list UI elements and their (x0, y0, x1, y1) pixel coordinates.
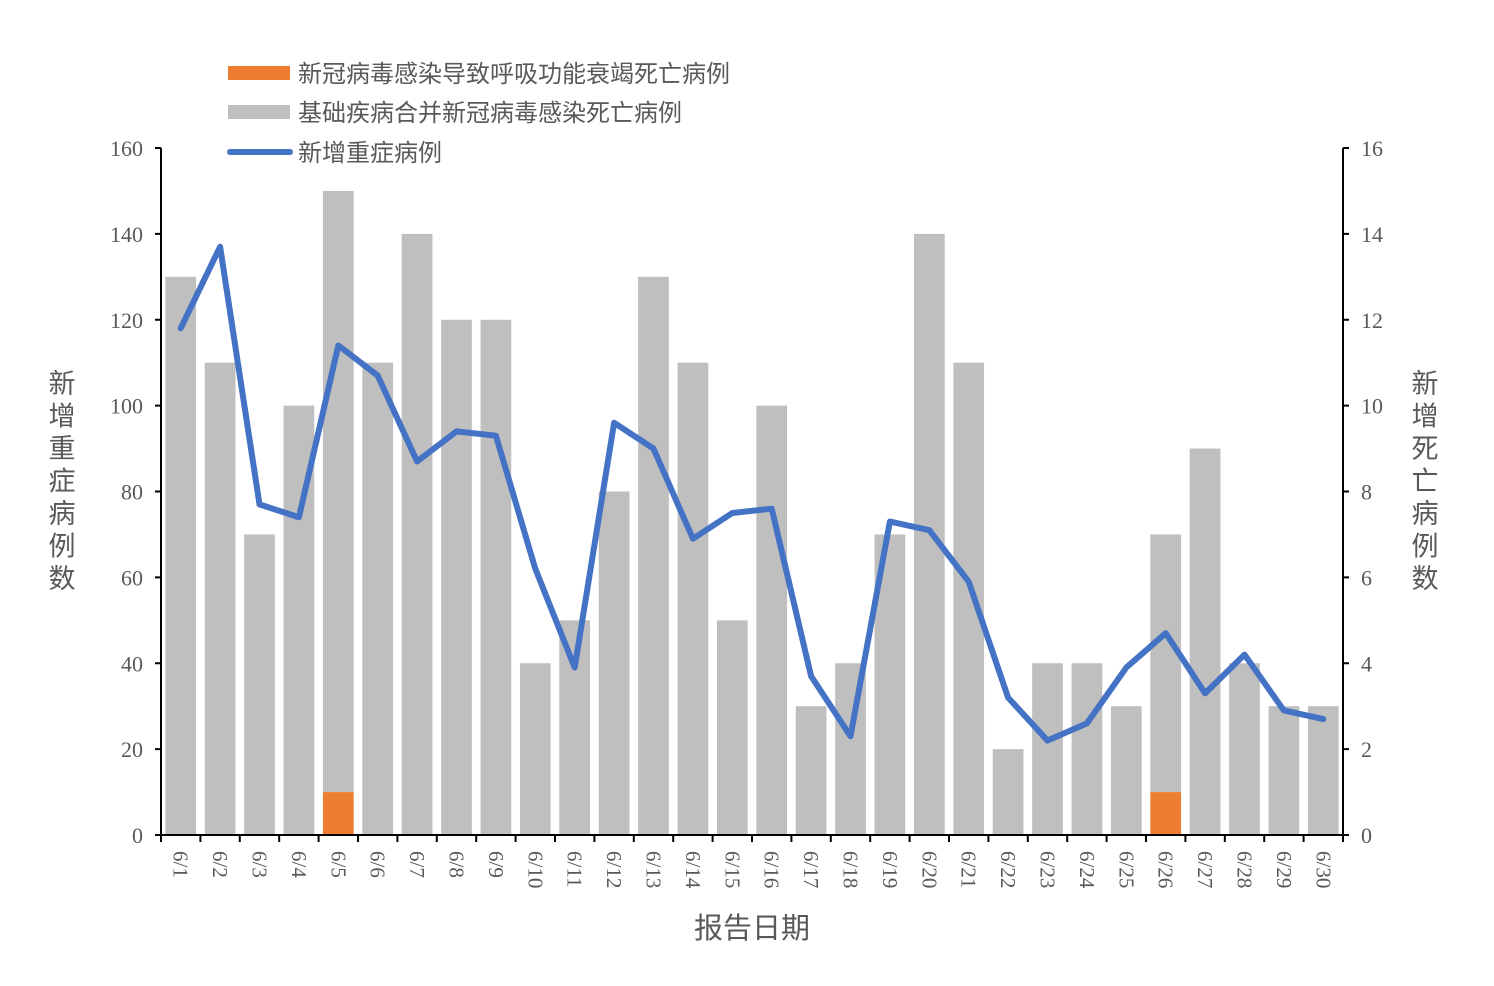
bar (480, 319, 512, 835)
bar (322, 792, 354, 835)
bar (1307, 706, 1339, 835)
y-tick-label: 60 (121, 565, 143, 590)
legend-label: 新冠病毒感染导致呼吸功能衰竭死亡病例 (298, 60, 730, 88)
x-tick-label: 6/19 (878, 851, 902, 888)
x-tick-label: 6/12 (602, 851, 626, 888)
y2-tick-label: 8 (1361, 480, 1372, 505)
x-tick-label: 6/9 (484, 851, 508, 878)
bar (1150, 792, 1182, 835)
x-tick-label: 6/6 (366, 851, 390, 878)
bar (716, 620, 748, 835)
legend-swatch-bar (228, 105, 290, 119)
severe-cases-line (177, 243, 1327, 744)
x-tick-label: 6/30 (1311, 851, 1335, 888)
x-tick-label: 6/26 (1154, 851, 1178, 888)
x-tick-label: 6/10 (523, 851, 547, 888)
x-tick-label: 6/8 (445, 851, 469, 878)
bar (401, 233, 433, 835)
bar (756, 405, 788, 835)
y-tick-label: 140 (110, 222, 143, 247)
x-tick-label: 6/24 (1075, 851, 1099, 889)
bar (362, 362, 394, 835)
x-tick-label: 6/14 (681, 851, 705, 889)
legend-swatch-bar (228, 66, 290, 80)
x-tick-label: 6/27 (1193, 851, 1217, 888)
bar (638, 276, 669, 835)
bar (244, 534, 275, 835)
bar (992, 749, 1024, 835)
y-tick-label: 100 (110, 394, 143, 419)
y2-tick-label: 14 (1361, 222, 1383, 247)
x-tick-label: 6/4 (287, 851, 311, 878)
y-tick-label: 80 (121, 480, 143, 505)
x-tick-label: 6/20 (917, 851, 941, 888)
bar (1032, 663, 1063, 835)
x-tick-label: 6/1 (169, 851, 193, 878)
y2-tick-label: 2 (1361, 737, 1372, 762)
x-tick-label: 6/5 (326, 851, 350, 878)
x-axis-label: 报告日期 (694, 911, 810, 945)
x-tick-label: 6/3 (248, 851, 272, 878)
legend-label: 新增重症病例 (298, 139, 442, 167)
axes-layer: 0 20 40 60 80 100 120 140 160 0 2 4 6 8 10 12 14 16 6/1 6/2… (110, 136, 1383, 889)
bar (322, 190, 354, 793)
y2-tick-label: 4 (1361, 651, 1372, 676)
y2-tick-label: 16 (1361, 136, 1383, 161)
bar (165, 276, 197, 835)
y-tick-label: 0 (132, 823, 143, 848)
y-tick-label: 20 (121, 737, 143, 762)
legend-label: 基础疾病合并新冠病毒感染死亡病例 (298, 99, 682, 127)
x-tick-label: 6/17 (799, 851, 823, 888)
y-axis-label: 新增重症病例数 (49, 369, 76, 595)
bar (795, 706, 827, 835)
y2-tick-label: 12 (1361, 308, 1383, 333)
y2-tick-label: 10 (1361, 394, 1383, 419)
bar (1229, 663, 1260, 835)
bar (1268, 706, 1300, 835)
x-tick-label: 6/2 (208, 851, 232, 878)
x-tick-label: 6/18 (839, 851, 863, 888)
x-tick-label: 6/21 (957, 851, 981, 888)
bar (1071, 663, 1103, 835)
x-tick-label: 6/15 (720, 851, 744, 888)
x-tick-label: 6/28 (1233, 851, 1257, 888)
y-tick-label: 40 (121, 651, 143, 676)
x-tick-label: 6/22 (996, 851, 1020, 888)
y2-tick-label: 6 (1361, 565, 1372, 590)
bar (598, 491, 630, 835)
bar (677, 362, 709, 835)
bar (1110, 706, 1142, 835)
y2-axis-label: 新增死亡病例数 (1412, 369, 1439, 595)
x-tick-label: 6/7 (405, 851, 429, 878)
x-tick-label: 6/29 (1272, 851, 1296, 888)
y-tick-label: 160 (110, 136, 143, 161)
x-tick-label: 6/25 (1114, 851, 1138, 888)
bar (204, 362, 236, 835)
line-layer (177, 243, 1327, 744)
x-tick-label: 6/13 (642, 851, 666, 888)
bar (1189, 448, 1221, 835)
bar (441, 319, 472, 835)
x-tick-label: 6/11 (563, 851, 587, 888)
y2-tick-label: 0 (1361, 823, 1372, 848)
x-tick-label: 6/16 (760, 851, 784, 888)
bar (519, 663, 551, 835)
bar (1150, 534, 1182, 793)
y-tick-label: 120 (110, 308, 143, 333)
bar (953, 362, 985, 835)
x-tick-label: 6/23 (1036, 851, 1060, 888)
